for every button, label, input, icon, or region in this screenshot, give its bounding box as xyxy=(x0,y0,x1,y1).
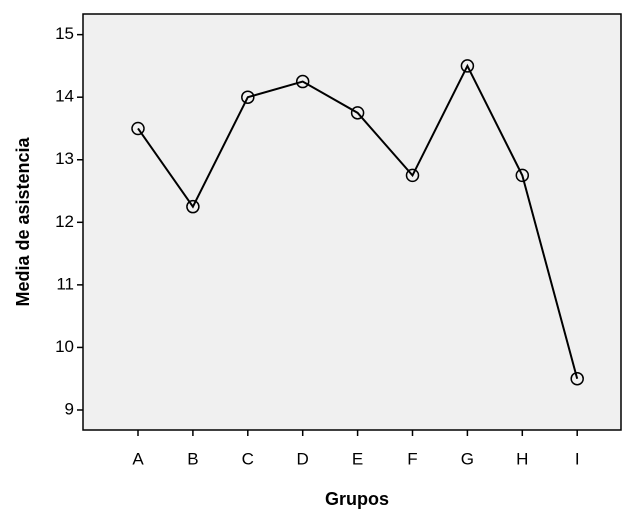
y-tick-label: 12 xyxy=(55,212,74,231)
point xyxy=(460,59,475,73)
line xyxy=(137,63,579,379)
point xyxy=(570,371,584,386)
x-tick-label: H xyxy=(516,449,528,468)
point xyxy=(186,199,200,214)
y-tick-label: 10 xyxy=(55,337,74,356)
x-tick-label: B xyxy=(187,449,198,468)
point xyxy=(350,106,365,120)
plot-area xyxy=(82,13,622,431)
x-tick-label: G xyxy=(461,449,474,468)
x-tick-label: D xyxy=(297,449,309,468)
x-tick-label: F xyxy=(407,449,417,468)
point xyxy=(241,90,255,104)
x-tick-label: E xyxy=(352,449,363,468)
y-tick-label: 15 xyxy=(55,24,74,43)
point xyxy=(295,74,310,89)
y-tick-label: 11 xyxy=(56,274,74,293)
y-tick-label: 13 xyxy=(55,149,74,168)
y-tick-label: 14 xyxy=(55,87,74,106)
x-tick-label: I xyxy=(575,449,580,468)
x-axis-label: Grupos xyxy=(325,489,389,509)
x-tick-label: C xyxy=(242,449,254,468)
x-tick-label: A xyxy=(132,449,144,468)
point xyxy=(131,121,145,136)
y-tick-label: 9 xyxy=(65,399,74,418)
point xyxy=(515,168,530,183)
point xyxy=(405,168,420,183)
y-axis-label: Media de asistencia xyxy=(13,136,33,306)
